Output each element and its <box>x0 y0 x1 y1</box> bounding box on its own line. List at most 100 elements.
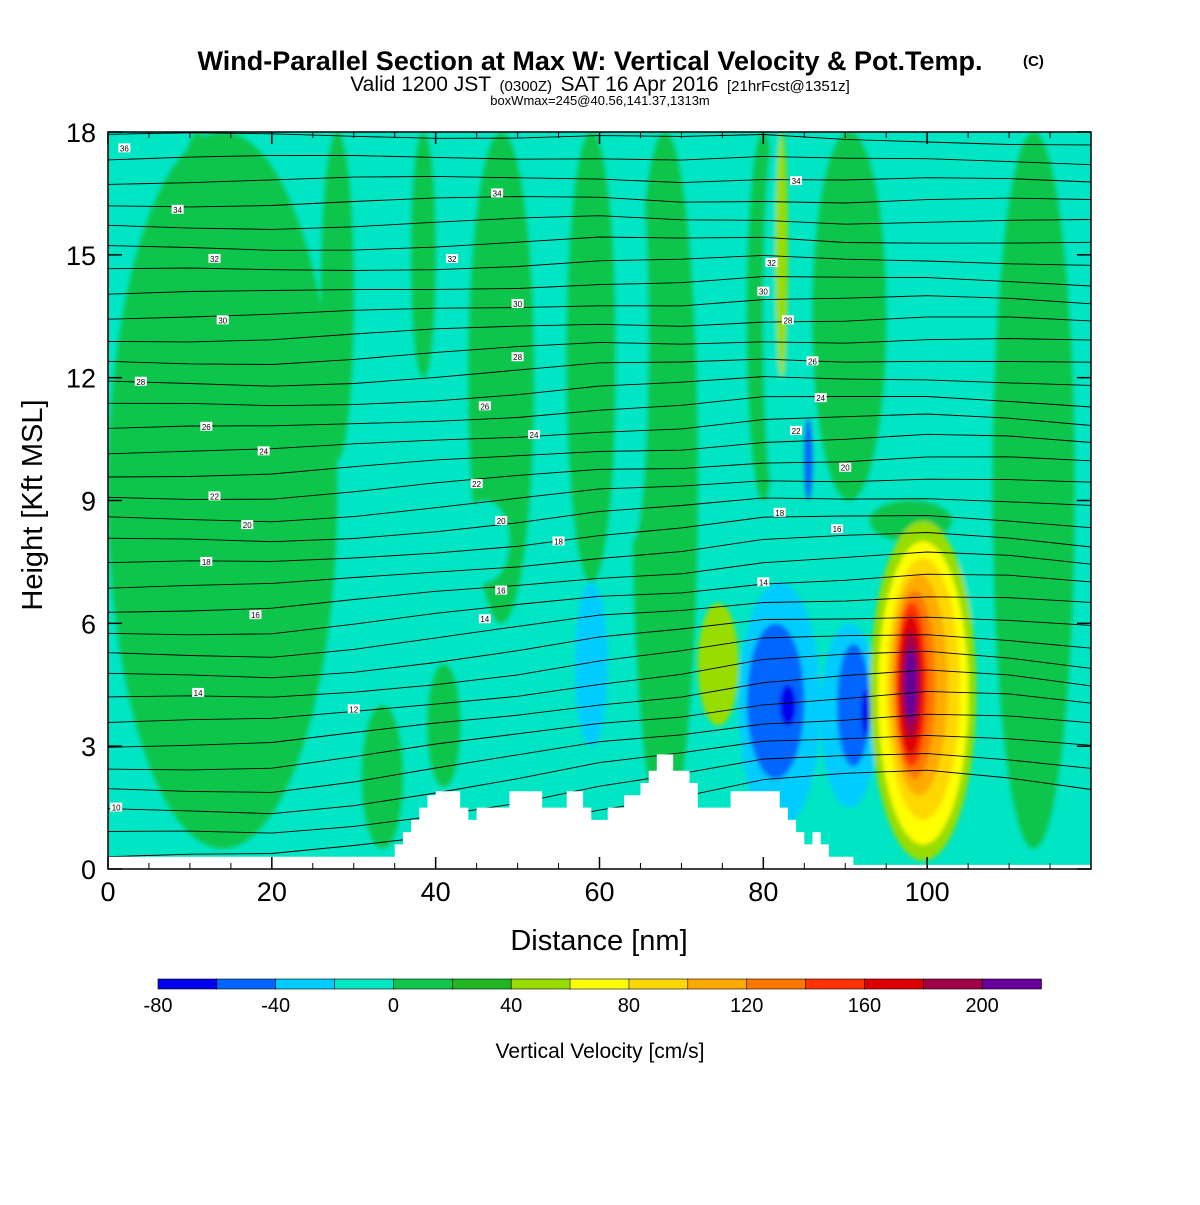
svg-text:22: 22 <box>792 427 801 436</box>
svg-text:22: 22 <box>472 480 481 489</box>
x-tick-label: 20 <box>257 877 287 907</box>
colorbar-tick-label: 0 <box>388 995 399 1017</box>
theta-label: 26 <box>478 401 491 411</box>
velocity-feature <box>566 132 616 583</box>
svg-text:14: 14 <box>480 615 489 624</box>
valid-prefix: Valid 1200 JST <box>350 73 491 96</box>
theta-contour <box>108 316 1091 343</box>
theta-contour <box>108 154 1091 166</box>
colorbar-swatch <box>981 978 1042 990</box>
theta-contour <box>108 236 1091 251</box>
theta-contours <box>108 132 1091 858</box>
colorbar-swatch <box>922 978 983 990</box>
x-tick-label: 40 <box>421 877 451 907</box>
svg-text:14: 14 <box>194 689 203 698</box>
theta-contour <box>108 769 1091 858</box>
theta-label: 14 <box>192 687 205 698</box>
colorbar-swatch <box>393 978 454 990</box>
y-tick-label: 18 <box>66 118 96 148</box>
theta-contour <box>108 196 1091 208</box>
theta-label: 16 <box>831 524 844 534</box>
chart-title: Wind-Parallel Section at Max W: Vertical… <box>198 46 983 76</box>
theta-contour <box>108 175 1091 185</box>
velocity-feature <box>320 132 354 460</box>
title-mark: (C) <box>1023 53 1044 70</box>
svg-text:28: 28 <box>136 378 145 387</box>
theta-label: 28 <box>134 376 147 387</box>
svg-text:28: 28 <box>513 353 522 362</box>
y-axis-label: Height [Kft MSL] <box>17 399 49 610</box>
y-tick-label: 12 <box>66 364 96 394</box>
valid-date: SAT 16 Apr 2016 <box>561 73 719 96</box>
velocity-feature <box>861 688 870 738</box>
svg-text:24: 24 <box>259 447 268 456</box>
svg-text:26: 26 <box>808 357 817 366</box>
theta-label: 34 <box>171 204 184 215</box>
theta-label: 28 <box>781 315 794 325</box>
valid-utc: (0300Z) <box>500 78 553 95</box>
theta-contour <box>108 413 1091 455</box>
svg-text:30: 30 <box>759 288 768 297</box>
svg-text:32: 32 <box>210 255 219 264</box>
y-tick-label: 0 <box>81 855 96 885</box>
colorbar-tick-label: 120 <box>730 995 763 1017</box>
theta-label: 18 <box>552 536 565 546</box>
svg-text:24: 24 <box>530 431 539 440</box>
theta-label: 26 <box>806 356 819 366</box>
terrain-mask <box>108 754 1091 869</box>
svg-text:14: 14 <box>759 578 768 587</box>
svg-text:30: 30 <box>218 316 227 325</box>
velocity-feature <box>697 602 739 726</box>
svg-text:28: 28 <box>783 316 792 325</box>
theta-label: 18 <box>773 507 786 518</box>
theta-contour <box>108 734 1091 815</box>
theta-label: 34 <box>491 188 504 198</box>
colorbar-swatch <box>275 978 336 990</box>
theta-label: 12 <box>347 704 360 714</box>
theta-contour <box>108 596 1091 658</box>
colorbar-tick-label: 40 <box>500 995 522 1017</box>
theta-label: 16 <box>249 610 262 620</box>
theta-label: 10 <box>110 802 123 813</box>
colorbar-swatch <box>216 978 277 990</box>
theta-contour <box>108 713 1091 793</box>
velocity-feature <box>427 664 461 788</box>
theta-contour <box>108 690 1091 771</box>
x-tick-label: 80 <box>748 877 778 907</box>
theta-contour <box>108 669 1091 748</box>
theta-label: 22 <box>470 479 483 489</box>
colorbar-tick-label: 160 <box>848 995 881 1017</box>
theta-label: 22 <box>208 491 221 501</box>
theta-label: 24 <box>527 429 540 440</box>
colorbar-swatch <box>687 978 748 990</box>
svg-text:18: 18 <box>775 509 784 518</box>
theta-label: 16 <box>495 585 508 596</box>
colorbar-swatch <box>334 978 395 990</box>
theta-contour <box>108 616 1091 679</box>
velocity-feature <box>615 132 649 542</box>
colorbar-swatch <box>569 978 630 990</box>
theta-contour <box>108 634 1091 698</box>
svg-text:32: 32 <box>448 255 457 264</box>
colorbar-swatch <box>628 978 689 990</box>
svg-text:30: 30 <box>513 300 522 309</box>
svg-text:24: 24 <box>816 394 825 403</box>
svg-text:16: 16 <box>833 525 842 534</box>
velocity-feature <box>468 132 534 624</box>
theta-label: 20 <box>839 462 852 473</box>
y-tick-label: 6 <box>81 609 96 639</box>
velocity-feature <box>992 132 1075 849</box>
svg-text:20: 20 <box>497 517 506 526</box>
velocity-field <box>108 132 1075 861</box>
svg-text:32: 32 <box>767 259 776 268</box>
boxwmax-line: boxWmax=245@40.56,141.37,1313m <box>490 93 710 108</box>
velocity-feature <box>904 647 918 722</box>
theta-contour <box>108 753 1091 834</box>
svg-text:36: 36 <box>120 144 129 153</box>
theta-label: 30 <box>757 286 770 297</box>
theta-contour <box>108 515 1091 564</box>
x-tick-label: 0 <box>100 877 115 907</box>
theta-label: 32 <box>208 253 221 264</box>
